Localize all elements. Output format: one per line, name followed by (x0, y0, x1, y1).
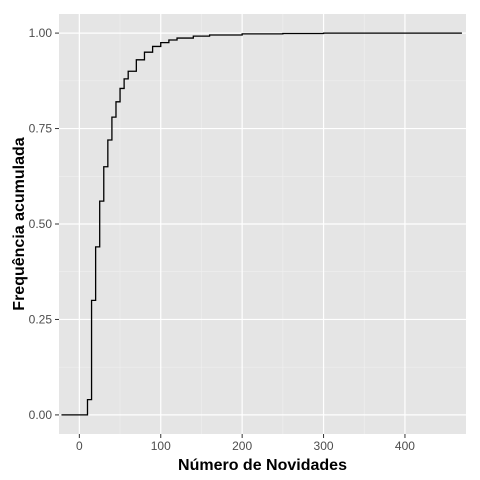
y-tick-label: 0.25 (29, 312, 53, 326)
y-tick-label: 0.75 (29, 122, 53, 136)
x-tick-label: 300 (314, 439, 334, 453)
axis-ticks (55, 32, 406, 438)
grid-major (59, 14, 466, 434)
ecdf-step-line (61, 32, 462, 416)
y-tick-label: 0.00 (29, 408, 53, 422)
x-tick-label: 0 (76, 439, 83, 453)
x-tick-label: 200 (232, 439, 252, 453)
y-axis-title: Frequência acumulada (11, 137, 28, 310)
x-tick-label: 400 (395, 439, 415, 453)
y-tick-label: 0.50 (29, 217, 53, 231)
tick-labels: 0 100 200 300 400 0.00 0.25 0.50 0.75 1.00 (29, 26, 416, 453)
x-axis-title: Número de Novidades (178, 457, 347, 474)
y-tick-label: 1.00 (29, 26, 53, 40)
x-tick-label: 100 (151, 439, 171, 453)
